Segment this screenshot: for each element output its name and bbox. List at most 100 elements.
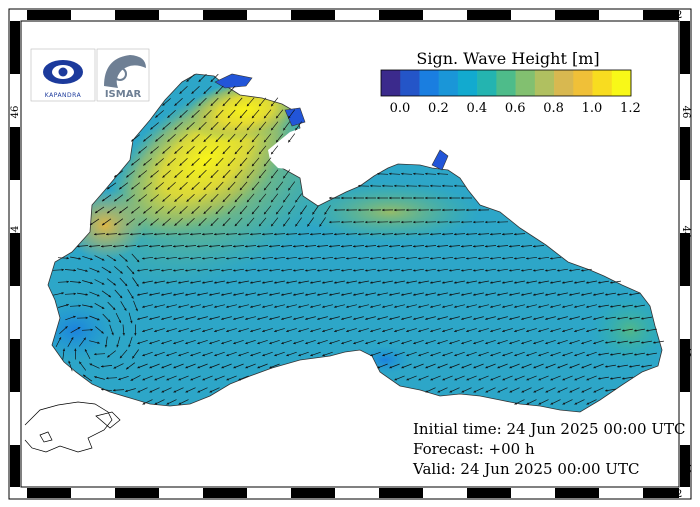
wave-arrow-head	[269, 293, 272, 296]
wave-arrow-head	[370, 305, 373, 308]
wave-arrow-head	[197, 390, 201, 393]
wave-arrow-head	[90, 305, 93, 308]
wave-arrow-head	[490, 329, 493, 333]
wave-arrow-head	[149, 341, 152, 345]
wave-arrow-head	[334, 329, 337, 333]
wave-arrow-head	[161, 317, 164, 320]
wave-arrow-head	[305, 317, 308, 320]
wave-arrow-head	[334, 281, 337, 284]
wave-arrow-head	[322, 329, 325, 333]
wave-arrow-head	[83, 337, 86, 341]
wave-arrow-head	[116, 344, 119, 348]
wave-arrow-head	[569, 293, 572, 296]
wave-arrow-head	[162, 103, 165, 106]
wave-arrow-head	[190, 329, 193, 333]
wave-arrow-head	[154, 378, 157, 381]
wave-arrow-head	[610, 281, 613, 284]
wave-arrow-head	[622, 353, 625, 356]
wave-arrow-head	[454, 378, 457, 381]
wave-arrow-head	[425, 269, 428, 272]
wave-arrow-head	[317, 317, 320, 320]
wave-arrow-head	[430, 378, 433, 381]
wave-arrow-head	[78, 257, 81, 260]
wave-arrow-head	[526, 402, 530, 405]
wave-arrow-head	[257, 341, 260, 345]
wave-arrow-head	[413, 196, 416, 200]
legend-tick-label: 0.8	[543, 101, 564, 116]
wave-arrow-head	[162, 127, 165, 130]
wave-arrow-head	[593, 293, 596, 296]
initial-time-text: Initial time: 24 Jun 2025 00:00 UTC	[413, 420, 685, 438]
wave-arrow-head	[370, 281, 373, 284]
lat-tick-label-left: 46	[10, 106, 21, 119]
wave-arrow-head	[533, 269, 536, 272]
wave-arrow-head	[317, 341, 320, 345]
wave-arrow-head	[473, 341, 476, 345]
wave-arrow-head	[334, 208, 337, 212]
wave-arrow-head	[250, 329, 253, 333]
wave-arrow-head	[389, 172, 392, 175]
wave-arrow-head	[276, 211, 279, 215]
logo-1-text: KAPANDRA	[45, 92, 82, 99]
wave-arrow-head	[202, 329, 205, 333]
wave-arrow-head	[485, 317, 488, 320]
wave-arrow-head	[281, 245, 284, 248]
info-block: Initial time: 24 Jun 2025 00:00 UTC Fore…	[412, 420, 685, 478]
wave-arrow-head	[574, 378, 577, 381]
wave-arrow-head	[150, 175, 153, 178]
wave-arrow-head	[138, 175, 141, 178]
wave-arrow-head	[191, 139, 194, 142]
wave-arrow-head	[178, 233, 181, 236]
wave-arrow-head	[210, 199, 214, 202]
wave-arrow-head	[341, 245, 344, 248]
wave-arrow-head	[185, 390, 189, 393]
wave-arrow-head	[167, 211, 170, 214]
wave-arrow-head	[341, 196, 344, 200]
wave-arrow-head	[178, 305, 181, 308]
wave-arrow-head	[161, 245, 164, 248]
wave-arrow-head	[533, 366, 536, 369]
wave-arrow-head	[283, 199, 286, 203]
wave-arrow-head	[245, 293, 248, 296]
wave-arrow-head	[598, 353, 601, 356]
wave-arrow-head	[197, 317, 200, 320]
azov-inlet	[431, 149, 449, 171]
wave-arrow-head	[295, 127, 298, 131]
wave-arrow-head	[629, 317, 632, 320]
wave-arrow-head	[214, 305, 217, 308]
wave-arrow-head	[437, 317, 440, 320]
wave-arrow-head	[413, 245, 416, 248]
lon-tick-label-bottom: 34	[318, 489, 331, 500]
wave-arrow-head	[370, 233, 373, 236]
wave-arrow-head	[401, 341, 404, 345]
wave-arrow-head	[370, 329, 373, 333]
wave-arrow-head	[137, 269, 140, 272]
wave-arrow-head	[533, 341, 536, 345]
wave-arrow-head	[574, 281, 577, 284]
wave-arrow-head	[413, 366, 416, 369]
wave-arrow-head	[641, 317, 644, 320]
wave-arrow-head	[329, 341, 332, 345]
wave-arrow-head	[154, 257, 157, 260]
wave-arrow-head	[85, 269, 88, 272]
wave-arrow-head	[401, 269, 404, 272]
wave-arrow-head	[78, 281, 81, 284]
wave-arrow-head	[322, 233, 325, 236]
wave-arrow-head	[118, 233, 121, 236]
lon-tick-label-top: 42	[670, 10, 683, 21]
wave-arrow-head	[137, 341, 140, 345]
wave-arrow-head	[62, 348, 66, 351]
wave-arrow-head	[389, 293, 392, 296]
wave-arrow-head	[71, 337, 74, 340]
wave-arrow-head	[382, 184, 385, 188]
wave-arrow-head	[162, 151, 165, 154]
wave-arrow-head	[358, 257, 361, 260]
wave-arrow-head	[610, 377, 613, 380]
wave-arrow-head	[473, 220, 476, 224]
wave-arrow-head	[454, 184, 457, 188]
wave-arrow-head	[377, 317, 380, 320]
wave-arrow-head	[179, 115, 182, 118]
logo-ismar-swirl-icon	[104, 55, 146, 88]
legend-tick-label: 1.2	[620, 101, 641, 116]
wave-arrow-head	[538, 329, 541, 333]
